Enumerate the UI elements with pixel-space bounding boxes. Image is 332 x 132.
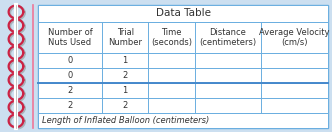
Bar [38, 68, 328, 83]
Text: 1: 1 [123, 86, 128, 95]
Text: Trial
Number: Trial Number [108, 28, 142, 47]
Bar [38, 98, 328, 114]
Bar [38, 114, 328, 128]
Text: Average Velocity
(cm/s): Average Velocity (cm/s) [259, 28, 330, 47]
Text: Data Table: Data Table [156, 8, 210, 18]
Text: 2: 2 [67, 86, 73, 95]
Text: 0: 0 [67, 56, 73, 65]
Bar [38, 5, 328, 22]
Bar [38, 22, 328, 53]
Text: 2: 2 [67, 101, 73, 110]
Text: 0: 0 [67, 71, 73, 80]
Text: Number of
Nuts Used: Number of Nuts Used [48, 28, 92, 47]
Text: 1: 1 [123, 56, 128, 65]
Bar [38, 5, 328, 128]
Text: Length of Inflated Balloon (centimeters): Length of Inflated Balloon (centimeters) [42, 116, 209, 125]
Bar [38, 83, 328, 98]
Text: Distance
(centimeters): Distance (centimeters) [200, 28, 257, 47]
Text: 2: 2 [123, 101, 128, 110]
Text: Time
(seconds): Time (seconds) [151, 28, 192, 47]
Bar [38, 53, 328, 68]
Text: 2: 2 [123, 71, 128, 80]
